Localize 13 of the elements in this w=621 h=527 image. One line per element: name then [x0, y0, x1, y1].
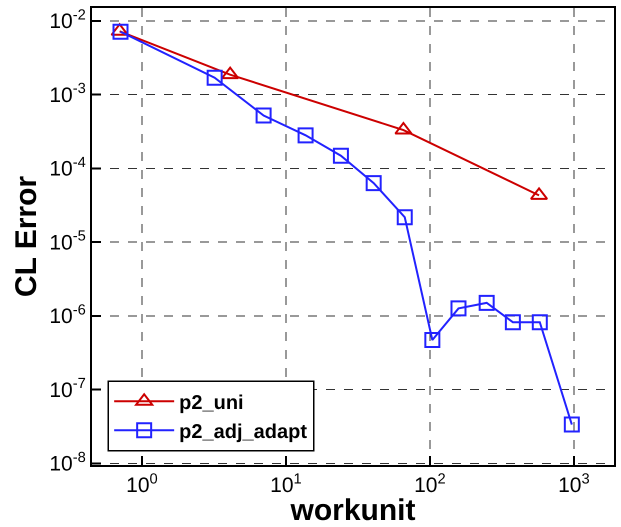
y-tick-label: 10$^{-6}$ [49, 302, 86, 328]
x-tick-label: 10$^{3}$ [558, 471, 590, 498]
y-tick-label: 10$^{-7}$ [49, 376, 86, 402]
legend-label: p2_uni [179, 392, 244, 414]
x-tick-label: 10$^{0}$ [126, 471, 158, 498]
y-tick-label: 10$^{-8}$ [49, 450, 86, 476]
legend-label: p2_adj_adapt [179, 421, 308, 444]
y-tick-label: 10$^{-3}$ [49, 81, 86, 107]
y-tick-label: 10$^{-2}$ [49, 7, 86, 34]
x-tick-label: 10$^{2}$ [414, 471, 446, 498]
y-tick-label: 10$^{-4}$ [49, 154, 86, 181]
y-axis-title: CL Error [10, 176, 43, 298]
y-tick-label: 10$^{-5}$ [49, 228, 86, 254]
